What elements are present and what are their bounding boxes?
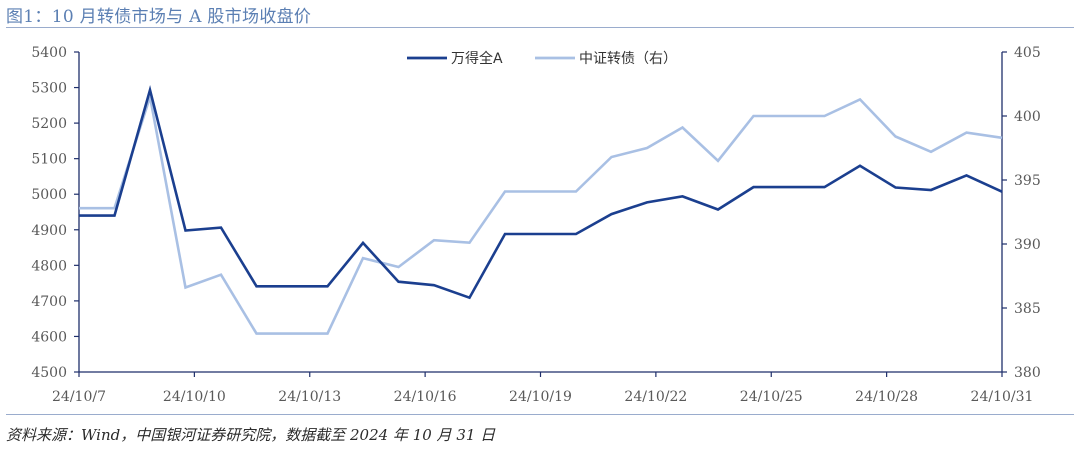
right-tick-label: 380 bbox=[1014, 365, 1041, 381]
left-tick-label: 4700 bbox=[31, 294, 67, 310]
x-tick-label: 24/10/7 bbox=[52, 389, 106, 405]
left-tick-label: 4900 bbox=[31, 223, 67, 239]
right-tick-label: 395 bbox=[1014, 173, 1041, 189]
x-tick-label: 24/10/28 bbox=[855, 389, 918, 405]
left-tick-label: 4600 bbox=[31, 329, 67, 345]
legend-label-zhongzheng-convertible: 中证转债（右） bbox=[579, 51, 677, 67]
series-line-wind-all-a bbox=[79, 84, 1003, 300]
right-tick-label: 385 bbox=[1014, 301, 1041, 317]
title-divider bbox=[6, 27, 1074, 28]
x-tick-label: 24/10/16 bbox=[394, 389, 457, 405]
x-tick-label: 24/10/13 bbox=[278, 389, 341, 405]
right-tick-label: 400 bbox=[1014, 109, 1041, 125]
left-tick-label: 4800 bbox=[31, 258, 67, 274]
x-tick-label: 24/10/31 bbox=[971, 389, 1034, 405]
footer-divider bbox=[6, 414, 1074, 415]
left-tick-label: 5200 bbox=[31, 116, 67, 132]
left-tick-label: 5400 bbox=[31, 45, 67, 61]
line-chart: 4500 4600 4700 4800 4900 5000 5100 5200 5300 5400… bbox=[31, 45, 1041, 405]
x-tick-label: 24/10/22 bbox=[624, 389, 687, 405]
series-line-zhongzheng-convertible bbox=[79, 96, 1003, 335]
chart-title: 图1：10 月转债市场与 A 股市场收盘价 bbox=[6, 7, 312, 27]
source-note: 资料来源：Wind，中国银河证券研究院，数据截至 2024 年 10 月 31 … bbox=[6, 426, 496, 444]
x-tick-label: 24/10/10 bbox=[163, 389, 226, 405]
left-tick-label: 5000 bbox=[31, 187, 67, 203]
x-tick-label: 24/10/19 bbox=[509, 389, 572, 405]
right-tick-label: 390 bbox=[1014, 237, 1041, 253]
left-tick-label: 5300 bbox=[31, 81, 67, 97]
left-tick-label: 4500 bbox=[31, 365, 67, 381]
left-tick-label: 5100 bbox=[31, 152, 67, 168]
right-tick-label: 405 bbox=[1014, 45, 1041, 61]
legend-label-wind-all-a: 万得全A bbox=[451, 50, 503, 67]
x-tick-label: 24/10/25 bbox=[740, 389, 803, 405]
